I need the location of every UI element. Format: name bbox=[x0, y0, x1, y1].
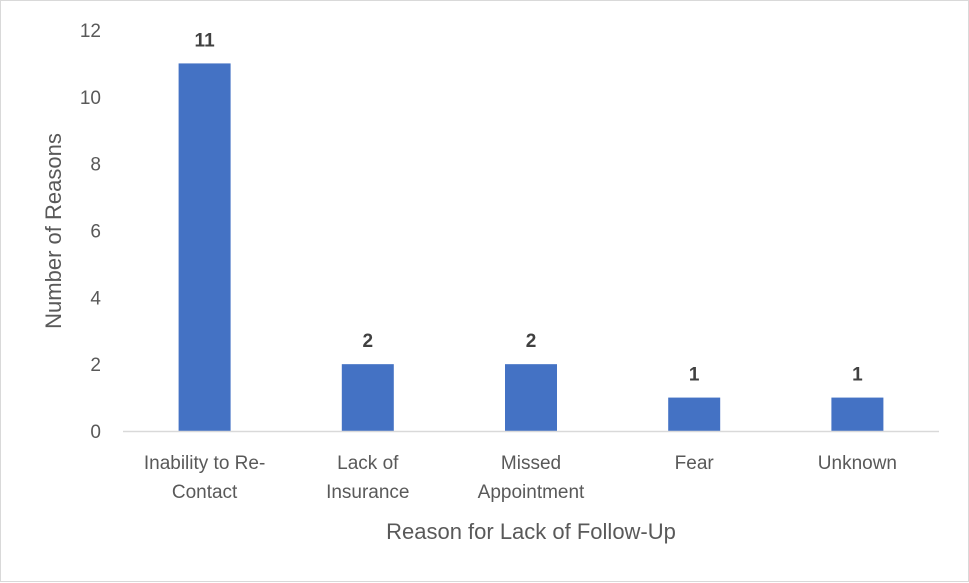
data-label: 2 bbox=[363, 331, 374, 352]
y-tick-label: 10 bbox=[80, 88, 101, 109]
data-label: 11 bbox=[195, 30, 216, 51]
bars-group bbox=[178, 63, 884, 432]
bar bbox=[341, 364, 394, 431]
y-tick-label: 2 bbox=[90, 355, 101, 376]
y-tick-label: 0 bbox=[90, 422, 101, 443]
data-label: 1 bbox=[689, 365, 700, 386]
data-label: 1 bbox=[852, 365, 863, 386]
data-label: 2 bbox=[526, 331, 537, 352]
category-label: Lack of Insurance bbox=[326, 453, 409, 503]
category-label: Inability to Re-Contact bbox=[144, 453, 265, 503]
category-label: Unknown bbox=[818, 453, 897, 474]
y-tick-label: 8 bbox=[90, 155, 101, 176]
y-tick-label: 4 bbox=[90, 288, 101, 309]
bar bbox=[505, 364, 557, 431]
category-labels-group: Inability to Re-Contact Lack of Insurance M… bbox=[144, 453, 897, 503]
bar bbox=[831, 397, 884, 431]
y-axis-ticks: 0 2 4 6 8 10 12 bbox=[80, 21, 102, 443]
y-axis-title: Number of Reasons bbox=[41, 133, 66, 329]
bar bbox=[178, 63, 231, 432]
bar bbox=[668, 397, 721, 431]
data-labels-group: 112 21 1 bbox=[195, 30, 864, 385]
category-label: Missed Appointment bbox=[478, 453, 585, 503]
category-label: Fear bbox=[675, 453, 715, 474]
y-tick-label: 12 bbox=[80, 21, 101, 42]
y-tick-label: 6 bbox=[90, 222, 101, 243]
x-axis-title: Reason for Lack of Follow-Up bbox=[386, 519, 676, 544]
